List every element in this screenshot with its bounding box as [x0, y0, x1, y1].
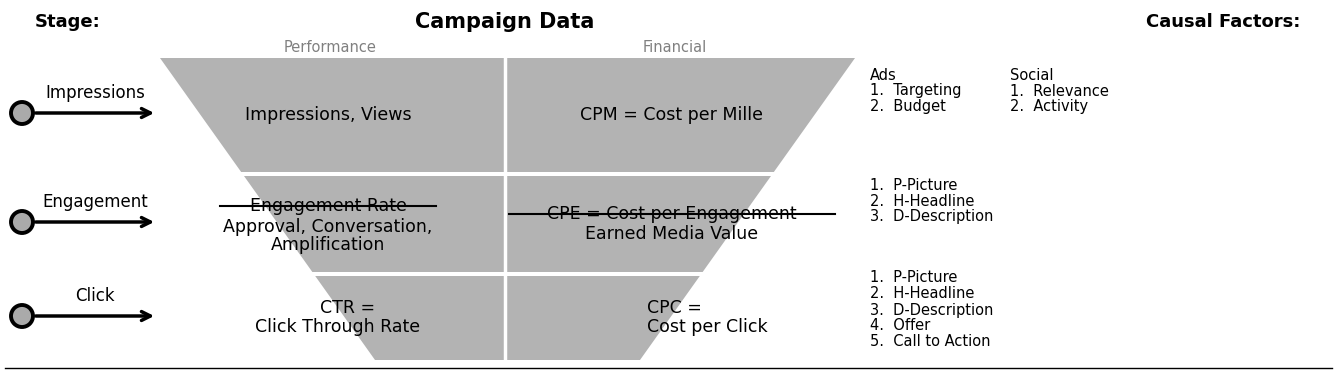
Circle shape	[11, 211, 33, 233]
Text: Performance: Performance	[283, 39, 377, 55]
Text: 5.  Call to Action: 5. Call to Action	[870, 335, 991, 350]
Text: CPE = Cost per Engagement: CPE = Cost per Engagement	[547, 205, 797, 223]
Text: Financial: Financial	[643, 39, 707, 55]
Circle shape	[11, 305, 33, 327]
Text: Campaign Data: Campaign Data	[416, 12, 595, 32]
Text: CPC =: CPC =	[647, 299, 702, 317]
Text: 2.  H-Headline: 2. H-Headline	[870, 194, 975, 209]
Text: Earned Media Value: Earned Media Value	[586, 225, 758, 243]
Text: Cost per Click: Cost per Click	[647, 318, 767, 336]
Text: Click Through Rate: Click Through Rate	[255, 318, 421, 336]
Polygon shape	[160, 58, 854, 172]
Text: Approval, Conversation,: Approval, Conversation,	[223, 218, 433, 236]
Text: 1.  Relevance: 1. Relevance	[1009, 83, 1108, 99]
Text: Social: Social	[1009, 68, 1054, 82]
Text: Impressions, Views: Impressions, Views	[245, 106, 412, 124]
Text: CPM = Cost per Mille: CPM = Cost per Mille	[580, 106, 763, 124]
Circle shape	[11, 102, 33, 124]
Text: 1.  Targeting: 1. Targeting	[870, 83, 961, 99]
Polygon shape	[316, 276, 699, 360]
Text: Engagement Rate: Engagement Rate	[250, 197, 406, 215]
Text: Engagement: Engagement	[43, 193, 148, 211]
Text: Click: Click	[75, 287, 115, 305]
Text: 2.  Activity: 2. Activity	[1009, 100, 1088, 115]
Text: Ads: Ads	[870, 68, 897, 82]
Text: Stage:: Stage:	[35, 13, 100, 31]
Text: CTR =: CTR =	[321, 299, 376, 317]
Text: Amplification: Amplification	[271, 236, 385, 254]
Text: 2.  H-Headline: 2. H-Headline	[870, 287, 975, 302]
Text: 1.  P-Picture: 1. P-Picture	[870, 177, 957, 193]
Text: 4.  Offer: 4. Offer	[870, 318, 931, 334]
Text: 2.  Budget: 2. Budget	[870, 100, 945, 115]
Text: 3.  D-Description: 3. D-Description	[870, 303, 993, 317]
Polygon shape	[245, 176, 771, 272]
Text: Impressions: Impressions	[45, 84, 144, 102]
Text: 3.  D-Description: 3. D-Description	[870, 209, 993, 224]
Text: Causal Factors:: Causal Factors:	[1146, 13, 1300, 31]
Text: 1.  P-Picture: 1. P-Picture	[870, 270, 957, 285]
